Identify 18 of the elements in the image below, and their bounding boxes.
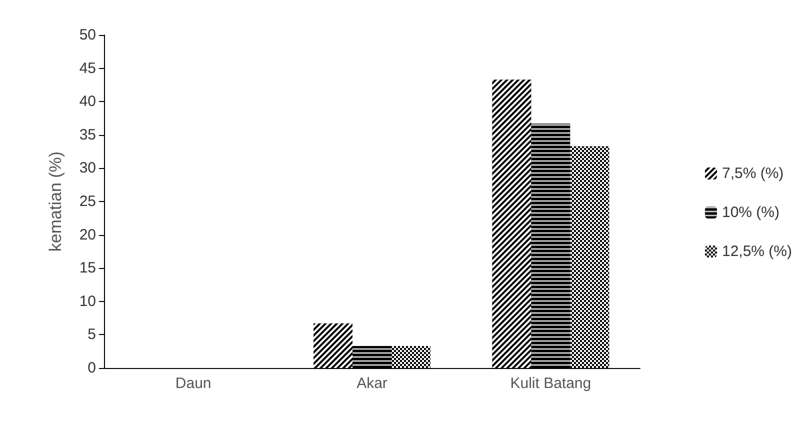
y-tick-label: 30 xyxy=(79,160,96,177)
x-tick-label: Daun xyxy=(175,375,212,392)
y-tick-label: 15 xyxy=(79,260,96,277)
y-tick-label: 10 xyxy=(79,292,96,310)
y-axis-title: kematian (%) xyxy=(46,151,65,252)
y-tick-label: 50 xyxy=(79,26,96,44)
x-tick-label: Akar xyxy=(356,375,388,392)
y-tick-label: 40 xyxy=(79,93,96,110)
legend-label: 12,5% (%) xyxy=(722,243,792,260)
y-tick-label: 25 xyxy=(79,193,96,210)
legend-label: 7,5% (%) xyxy=(722,165,784,182)
y-tick-label: 5 xyxy=(88,326,96,344)
x-tick-label: Kulit Batang xyxy=(510,375,592,392)
y-tick-label: 45 xyxy=(79,60,96,77)
y-tick-label: 35 xyxy=(79,126,96,144)
legend-label: 10% (%) xyxy=(722,204,780,221)
y-tick-label: 20 xyxy=(79,226,96,244)
y-tick-label: 0 xyxy=(88,360,96,376)
